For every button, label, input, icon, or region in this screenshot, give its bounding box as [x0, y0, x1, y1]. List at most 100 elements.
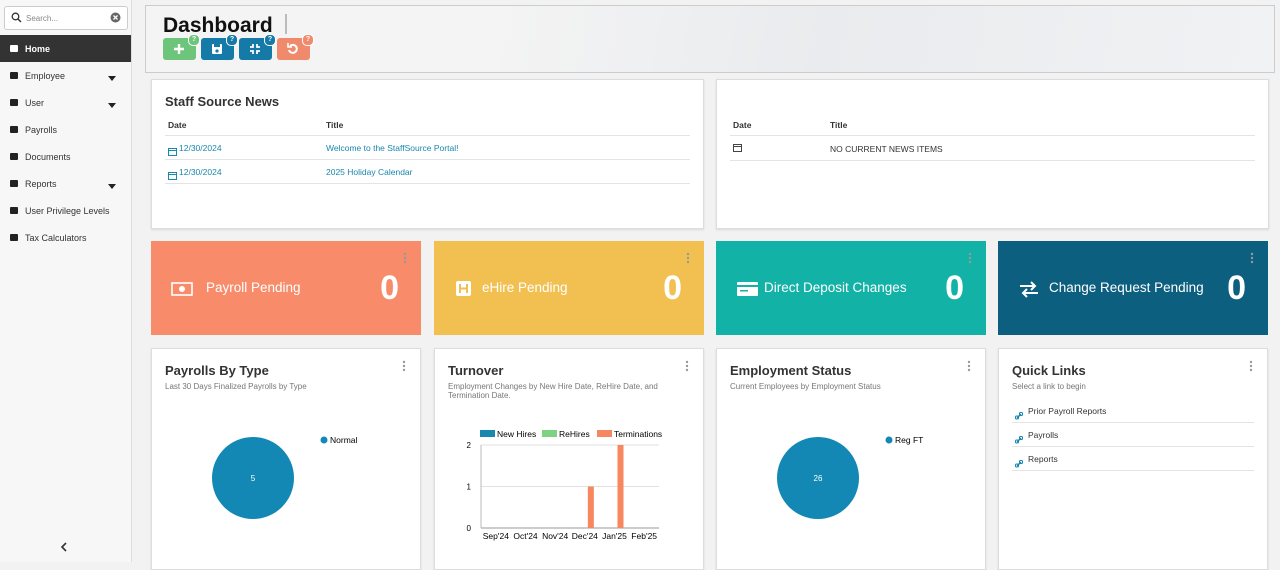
- nav-item[interactable]: Reports: [0, 170, 131, 197]
- pie-slice: [777, 437, 859, 519]
- chart: 26 Reg FT: [777, 435, 923, 519]
- x-tick-label: Feb'25: [631, 531, 657, 541]
- menu-glyph: [967, 360, 971, 372]
- y-tick-label: 0: [467, 524, 472, 533]
- menu-glyph: [685, 360, 689, 372]
- value-label: 26: [814, 474, 823, 483]
- legend-label: Reg FT: [895, 435, 923, 445]
- nav-icon: [10, 126, 18, 133]
- tile-value: 0: [1227, 269, 1246, 307]
- button-icon: [174, 44, 184, 54]
- link-icon-glyph: [1015, 460, 1023, 468]
- caret: [99, 73, 122, 83]
- tile-label: Change Request Pending: [1049, 280, 1204, 295]
- divider: [1012, 470, 1254, 471]
- panel-title: Staff Source News: [165, 94, 280, 109]
- tile-icon: [1018, 280, 1041, 303]
- menu: [1250, 251, 1254, 269]
- tile-label: Direct Deposit Changes: [764, 280, 907, 295]
- clear-icon[interactable]: [110, 12, 121, 23]
- legend-label: New Hires: [497, 429, 536, 439]
- card-title: Payrolls By Type: [165, 363, 269, 378]
- menu: [402, 359, 406, 377]
- x-tick-label: Nov'24: [542, 531, 568, 541]
- toolbar-button[interactable]: ?: [201, 34, 238, 60]
- divider: [165, 135, 690, 136]
- nav-item[interactable]: User: [0, 89, 131, 116]
- card-title: Quick Links: [1012, 363, 1086, 378]
- legend-swatch: [597, 430, 612, 437]
- legend-label: Normal: [330, 435, 358, 445]
- nav-item[interactable]: Tax Calculators: [0, 224, 131, 251]
- help-badge: ?: [302, 34, 314, 46]
- legend-swatch: [320, 436, 328, 444]
- bar: [617, 445, 624, 528]
- nav-item[interactable]: Documents: [0, 143, 131, 170]
- collapse-icon[interactable]: [59, 541, 69, 553]
- menu: [686, 251, 690, 269]
- help-badge: ?: [264, 34, 276, 46]
- news-date: 12/30/2024: [179, 143, 222, 153]
- caret: [99, 100, 122, 110]
- news-title[interactable]: 2025 Holiday Calendar: [326, 167, 413, 177]
- nav-label: User Privilege Levels: [25, 205, 110, 216]
- bar: [587, 486, 594, 528]
- stat-tile[interactable]: Change Request Pending 0: [998, 241, 1268, 335]
- chart: 5 Normal: [212, 435, 358, 519]
- page-title: Dashboard: [163, 14, 273, 37]
- calendar-icon-glyph: [168, 172, 177, 180]
- calendar-icon: [168, 143, 177, 161]
- calendar-icon: [168, 167, 177, 185]
- stat-tile[interactable]: eHire Pending 0: [434, 241, 704, 335]
- header: Dashboard ????: [145, 5, 1275, 73]
- quick-link[interactable]: Prior Payroll Reports: [1028, 406, 1107, 416]
- nav-item[interactable]: Home: [0, 35, 131, 62]
- search-box[interactable]: Search...: [4, 6, 128, 30]
- tile-value: 0: [945, 269, 964, 307]
- nav-item[interactable]: Payrolls: [0, 116, 131, 143]
- menu-glyph: [402, 360, 406, 372]
- quick-link[interactable]: Reports: [1028, 454, 1058, 464]
- nav-icon: [10, 99, 18, 106]
- legend-swatch: [480, 430, 495, 437]
- menu: [1249, 359, 1253, 377]
- x-tick-label: Jan'25: [602, 531, 627, 541]
- divider: [165, 159, 690, 160]
- help-badge: ?: [226, 34, 238, 46]
- nav-item[interactable]: User Privilege Levels: [0, 197, 131, 224]
- button-icon: [212, 44, 222, 54]
- y-tick-label: 2: [467, 441, 472, 450]
- x-tick-label: Dec'24: [572, 531, 598, 541]
- column-header: Title: [830, 120, 848, 130]
- quick-link[interactable]: Payrolls: [1028, 430, 1059, 440]
- nav-label: Home: [25, 43, 51, 54]
- caret-glyph: [108, 76, 116, 81]
- link-icon: [1015, 431, 1023, 449]
- tile-icon-glyph: [171, 282, 193, 296]
- menu-glyph: [403, 252, 407, 264]
- nav-label: Tax Calculators: [25, 232, 87, 243]
- stat-tile[interactable]: Direct Deposit Changes 0: [716, 241, 986, 335]
- nav-item[interactable]: Employee: [0, 62, 131, 89]
- card-title: Turnover: [448, 363, 504, 378]
- toolbar-button[interactable]: ?: [163, 34, 200, 60]
- pie-slice: [212, 437, 294, 519]
- nav-label: User: [25, 97, 45, 108]
- news-title[interactable]: Welcome to the StaffSource Portal!: [326, 143, 459, 153]
- nav-icon: [10, 153, 18, 160]
- calendar-icon: [733, 144, 742, 152]
- button-icon: [287, 43, 298, 54]
- button-icon: [250, 44, 260, 54]
- column-header: Date: [168, 120, 187, 130]
- toolbar-button[interactable]: ?: [277, 34, 314, 60]
- tile-icon-glyph: [737, 282, 758, 296]
- legend-swatch: [542, 430, 557, 437]
- menu: [685, 359, 689, 377]
- stat-tile[interactable]: Payroll Pending 0: [151, 241, 421, 335]
- divider: [1012, 446, 1254, 447]
- toolbar-button[interactable]: ?: [239, 34, 276, 60]
- empty-message: NO CURRENT NEWS ITEMS: [830, 144, 943, 154]
- news-panel: Staff Source News Date Title 12/30/2024 W…: [151, 79, 704, 229]
- tile-icon: [736, 280, 759, 303]
